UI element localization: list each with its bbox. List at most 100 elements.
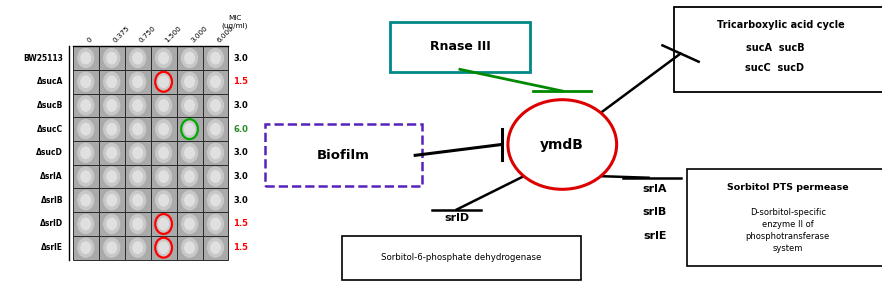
FancyBboxPatch shape [72,212,99,236]
FancyBboxPatch shape [99,212,124,236]
Circle shape [78,191,93,210]
Circle shape [207,143,223,162]
Circle shape [155,49,172,68]
Circle shape [104,238,120,257]
Circle shape [78,49,93,68]
Circle shape [185,242,194,253]
Circle shape [130,191,146,210]
FancyBboxPatch shape [72,70,99,94]
FancyBboxPatch shape [176,212,203,236]
FancyBboxPatch shape [687,169,882,266]
Circle shape [155,238,172,257]
FancyBboxPatch shape [203,46,228,70]
Circle shape [104,167,120,186]
Circle shape [104,214,120,234]
Text: ΔsucB: ΔsucB [37,101,64,110]
FancyBboxPatch shape [99,236,124,260]
Circle shape [133,218,142,230]
FancyBboxPatch shape [72,236,99,260]
Circle shape [185,52,194,64]
Text: srlE: srlE [643,231,667,240]
Text: Sorbitol PTS permease: Sorbitol PTS permease [727,183,848,192]
FancyBboxPatch shape [390,22,530,72]
FancyBboxPatch shape [203,165,228,188]
Circle shape [107,218,116,230]
Circle shape [155,143,172,162]
Circle shape [182,238,198,257]
Text: Biofilm: Biofilm [317,149,370,162]
Circle shape [133,194,142,206]
FancyBboxPatch shape [124,236,151,260]
FancyBboxPatch shape [99,70,124,94]
Text: srlD: srlD [445,213,469,223]
FancyBboxPatch shape [72,117,99,141]
Circle shape [207,191,223,210]
FancyBboxPatch shape [124,70,151,94]
FancyBboxPatch shape [203,212,228,236]
Circle shape [155,167,172,186]
Text: sucC  sucD: sucC sucD [745,63,804,73]
Circle shape [207,167,223,186]
Circle shape [182,49,198,68]
Circle shape [159,100,168,111]
Circle shape [185,194,194,206]
FancyBboxPatch shape [176,141,203,165]
FancyBboxPatch shape [72,94,99,117]
Circle shape [207,72,223,91]
FancyBboxPatch shape [72,188,99,212]
FancyBboxPatch shape [72,165,99,188]
FancyBboxPatch shape [674,7,882,92]
Circle shape [81,218,91,230]
Circle shape [155,191,172,210]
FancyBboxPatch shape [203,188,228,212]
Circle shape [207,120,223,139]
FancyBboxPatch shape [124,141,151,165]
Text: 0: 0 [86,36,93,43]
FancyBboxPatch shape [99,141,124,165]
Circle shape [104,143,120,162]
Circle shape [133,242,142,253]
FancyBboxPatch shape [124,212,151,236]
Text: ΔsucA: ΔsucA [37,77,64,86]
Circle shape [107,100,116,111]
Text: 1.5: 1.5 [233,77,248,86]
FancyBboxPatch shape [203,94,228,117]
FancyBboxPatch shape [176,94,203,117]
FancyBboxPatch shape [99,46,124,70]
Circle shape [130,96,146,115]
Circle shape [104,120,120,139]
Text: 3.000: 3.000 [190,25,208,43]
FancyBboxPatch shape [151,70,176,94]
Text: 0.750: 0.750 [138,25,157,43]
FancyBboxPatch shape [151,94,176,117]
Circle shape [130,72,146,91]
Text: 1.5: 1.5 [233,243,248,252]
FancyBboxPatch shape [124,94,151,117]
Text: 3.0: 3.0 [233,148,248,158]
Text: MIC
(ug/ml): MIC (ug/ml) [221,15,248,29]
Circle shape [155,96,172,115]
FancyBboxPatch shape [99,188,124,212]
Text: Tricarboxylic acid cycle: Tricarboxylic acid cycle [717,20,845,29]
Circle shape [104,49,120,68]
Circle shape [211,147,220,159]
Text: srlB: srlB [643,208,667,217]
Text: ΔsrlD: ΔsrlD [40,219,64,229]
Ellipse shape [508,100,617,189]
Text: ΔsucC: ΔsucC [37,125,64,134]
Circle shape [159,242,168,253]
FancyBboxPatch shape [72,141,99,165]
FancyBboxPatch shape [124,117,151,141]
Circle shape [185,171,194,182]
Text: 3.0: 3.0 [233,196,248,205]
Circle shape [159,194,168,206]
Text: 3.0: 3.0 [233,172,248,181]
Circle shape [130,49,146,68]
Text: ΔsrlE: ΔsrlE [41,243,64,252]
FancyBboxPatch shape [176,236,203,260]
Circle shape [81,242,91,253]
Circle shape [133,123,142,135]
Circle shape [104,96,120,115]
Circle shape [207,96,223,115]
Circle shape [107,123,116,135]
